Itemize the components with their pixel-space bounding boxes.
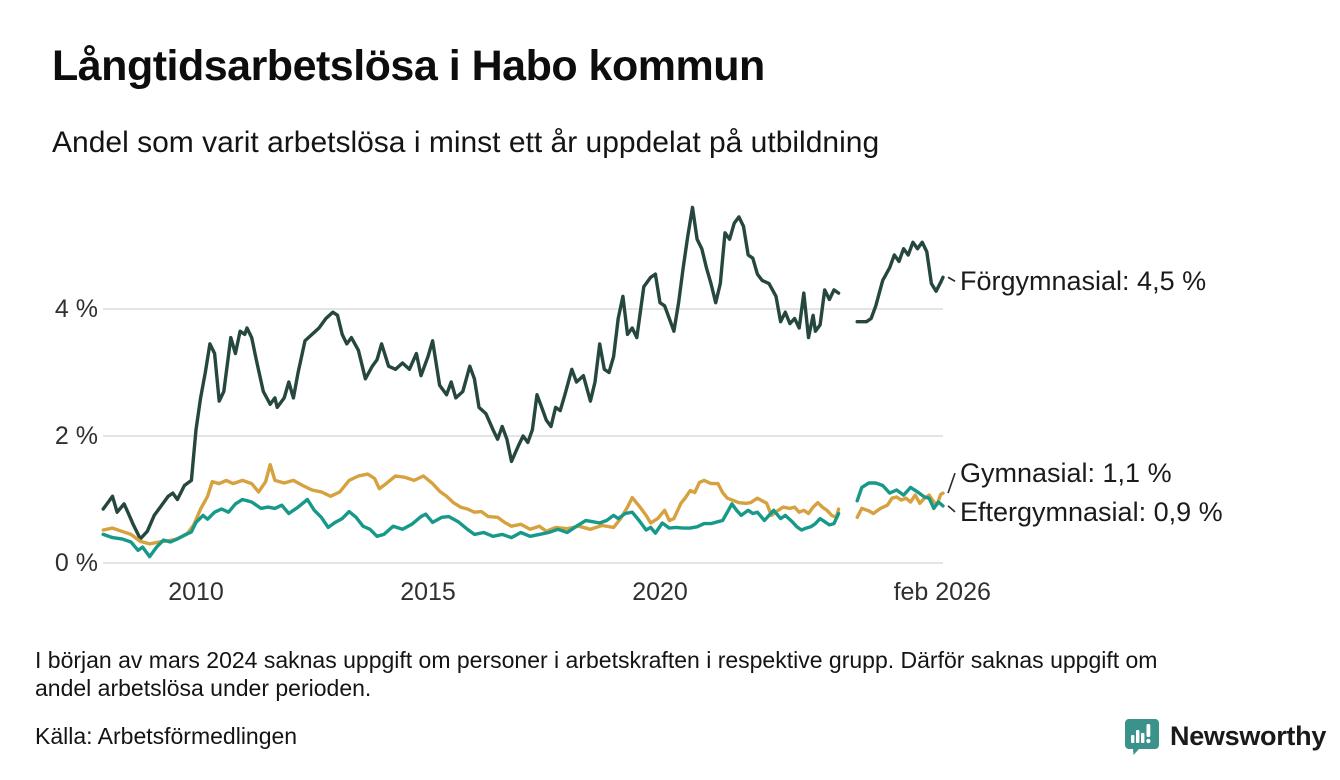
x-tick-feb-2026: feb 2026 xyxy=(893,578,991,606)
chart-canvas xyxy=(101,205,956,564)
page-subtitle: Andel som varit arbetslösa i minst ett å… xyxy=(52,126,880,159)
series-line-förgymnasial xyxy=(855,240,945,324)
newsworthy-logo: Newsworthy xyxy=(1122,716,1326,756)
end-label-eftergymnasial: Eftergymnasial: 0,9 % xyxy=(960,496,1223,527)
series-line-förgymnasial xyxy=(101,205,841,541)
source-credit: Källa: Arbetsförmedlingen xyxy=(35,723,298,749)
y-tick-0: 0 % xyxy=(54,549,98,577)
x-tick-2010: 2010 xyxy=(168,578,224,606)
series-line-eftergymnasial xyxy=(101,497,841,559)
series-line-gymnasial xyxy=(855,491,945,519)
series-line-gymnasial xyxy=(101,462,841,546)
x-tick-2020: 2020 xyxy=(632,578,688,606)
leader-line-förgymnasial xyxy=(947,276,956,282)
end-label-gymnasial: Gymnasial: 1,1 % xyxy=(960,458,1172,489)
newsworthy-wordmark: Newsworthy xyxy=(1170,720,1327,751)
y-tick-4: 4 % xyxy=(54,295,98,323)
x-tick-2015: 2015 xyxy=(400,578,456,606)
footnote-line: andel arbetslösa under perioden. xyxy=(35,675,372,701)
newsworthy-logo-icon xyxy=(1125,719,1159,755)
page-title: Långtidsarbetslösa i Habo kommun xyxy=(52,42,765,90)
footnote-line: I början av mars 2024 saknas uppgift om … xyxy=(35,647,1158,673)
line-chart: 4 % 2 % 0 % 2010 2015 2020 feb 2026 Förgymnas… xyxy=(0,190,1340,620)
y-tick-2: 2 % xyxy=(54,422,98,450)
leader-line-eftergymnasial xyxy=(947,505,956,513)
leader-line-gymnasial xyxy=(947,472,956,494)
end-label-förgymnasial: Förgymnasial: 4,5 % xyxy=(960,266,1207,297)
footnote: I början av mars 2024 saknas uppgift om … xyxy=(35,646,1320,702)
series-line-eftergymnasial xyxy=(855,481,945,511)
